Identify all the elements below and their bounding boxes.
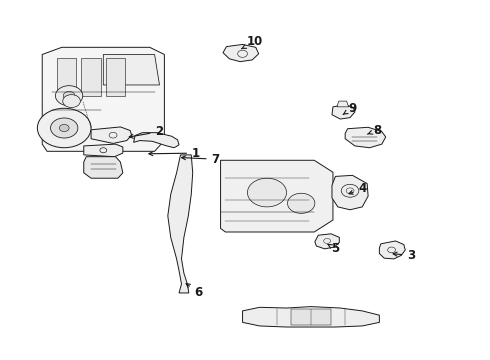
Text: 3: 3: [393, 249, 415, 262]
Polygon shape: [345, 127, 386, 148]
Polygon shape: [220, 160, 333, 232]
Polygon shape: [168, 155, 193, 293]
Text: 2: 2: [129, 125, 164, 138]
Polygon shape: [292, 309, 331, 325]
Circle shape: [59, 125, 69, 132]
Text: 5: 5: [328, 242, 340, 255]
Polygon shape: [134, 133, 179, 148]
Polygon shape: [81, 58, 101, 96]
Circle shape: [63, 95, 80, 108]
Text: 6: 6: [186, 284, 203, 300]
Polygon shape: [84, 144, 123, 157]
Polygon shape: [332, 175, 368, 210]
Polygon shape: [223, 44, 259, 62]
Circle shape: [63, 91, 75, 100]
Circle shape: [247, 178, 287, 207]
Polygon shape: [103, 54, 159, 85]
Text: 1: 1: [149, 147, 200, 159]
Text: 8: 8: [368, 124, 381, 137]
Polygon shape: [84, 157, 123, 178]
Polygon shape: [243, 307, 379, 327]
Circle shape: [288, 193, 315, 213]
Text: 7: 7: [182, 153, 220, 166]
Text: 4: 4: [349, 183, 367, 195]
Circle shape: [50, 118, 78, 138]
Polygon shape: [337, 101, 348, 107]
Polygon shape: [332, 105, 355, 119]
Text: 9: 9: [343, 102, 357, 115]
Polygon shape: [57, 58, 76, 96]
Circle shape: [55, 86, 83, 106]
Polygon shape: [315, 234, 339, 249]
Polygon shape: [379, 241, 405, 259]
Circle shape: [37, 108, 91, 148]
Polygon shape: [91, 127, 132, 143]
Polygon shape: [106, 58, 125, 96]
Polygon shape: [42, 47, 164, 151]
Text: 10: 10: [242, 35, 263, 49]
